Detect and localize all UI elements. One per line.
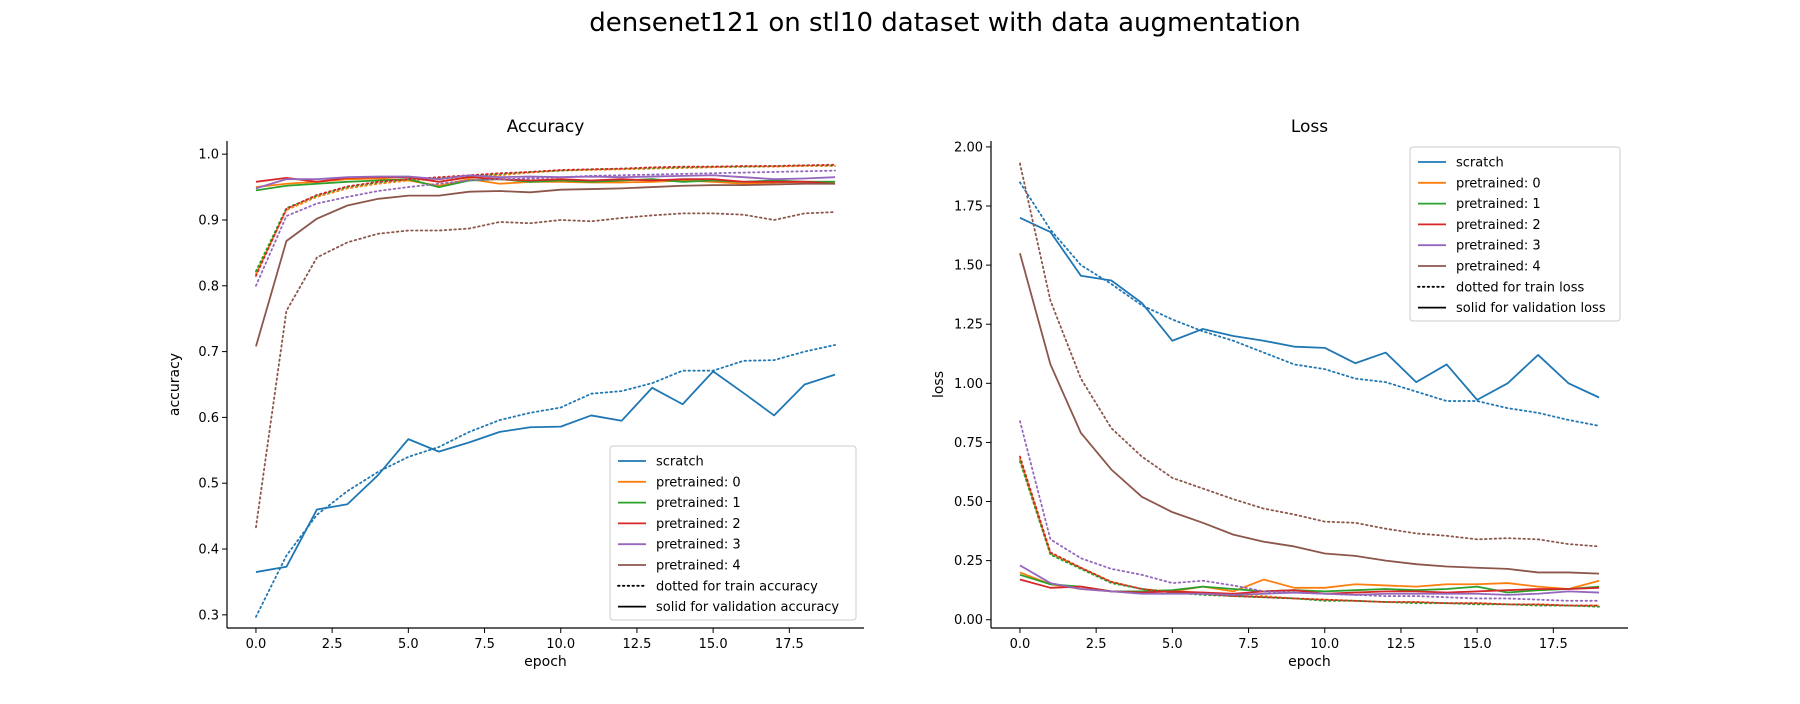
- series-line-scratch-validation: [1019, 217, 1600, 401]
- legend: scratch pretrained: 0 pretrained: 1 pretrai…: [609, 445, 857, 621]
- series-line-pretrained-2-train: [1019, 455, 1600, 607]
- y-tick-label: 1.75: [954, 200, 983, 215]
- series-line-pretrained-3-train: [255, 169, 836, 287]
- y-tick-label: 0.8: [198, 279, 219, 294]
- series-line-scratch-train: [255, 344, 836, 618]
- y-axis-label: accuracy: [167, 353, 183, 416]
- figure-suptitle: densenet121 on stl10 dataset with data a…: [589, 8, 1301, 38]
- chart-title: Loss: [1291, 117, 1328, 137]
- x-tick-label: 12.5: [622, 637, 651, 652]
- x-tick-label: 7.5: [1238, 637, 1259, 652]
- y-tick-label: 0.3: [198, 608, 219, 623]
- series-line-pretrained-4-validation: [255, 182, 836, 347]
- series-line-pretrained-3-train: [1019, 420, 1600, 602]
- series-line-pretrained-3-validation: [255, 174, 836, 190]
- y-tick-label: 0.7: [198, 345, 219, 360]
- x-tick-label: 5.0: [1162, 637, 1183, 652]
- x-tick-label: 0.0: [246, 637, 267, 652]
- y-tick-label: 0.5: [198, 477, 219, 492]
- y-tick-label: 0.4: [198, 543, 219, 558]
- legend-label-pretrained-4: pretrained: 4: [656, 559, 741, 574]
- loss-chart: Loss 0.0 2.5 5.0 7.5 10.0 12.5 15.0 17.5 0.00 0.25…: [931, 117, 1628, 670]
- x-axis-label: epoch: [1288, 654, 1331, 670]
- x-tick-label: 10.0: [546, 637, 575, 652]
- x-tick-label: 10.0: [1310, 637, 1339, 652]
- y-tick-label: 1.00: [954, 377, 983, 392]
- series-line-pretrained-1-train: [1019, 460, 1600, 608]
- legend-label-pretrained-1: pretrained: 1: [1456, 197, 1541, 212]
- legend-label-dotted-for-train-accuracy: dotted for train accuracy: [656, 579, 818, 594]
- y-axis-label: loss: [931, 371, 947, 398]
- x-tick-label: 17.5: [775, 637, 804, 652]
- y-tick-label: 0.6: [198, 411, 219, 426]
- x-tick-label: 15.0: [1463, 637, 1492, 652]
- legend-frame: [1409, 146, 1621, 322]
- legend-label-scratch: scratch: [656, 455, 704, 470]
- legend-label-pretrained-0: pretrained: 0: [1456, 176, 1541, 191]
- series-line-pretrained-4-train: [1019, 162, 1600, 548]
- legend-frame: [609, 445, 857, 621]
- legend-label-dotted-for-train-loss: dotted for train loss: [1456, 280, 1585, 295]
- y-tick-label: 1.50: [954, 259, 983, 274]
- x-tick-label: 2.5: [322, 637, 343, 652]
- x-tick-label: 0.0: [1010, 637, 1031, 652]
- legend-label-scratch: scratch: [1456, 156, 1504, 171]
- y-tick-label: 2.00: [954, 140, 983, 155]
- series-line-pretrained-2-train: [255, 163, 836, 277]
- x-tick-label: 12.5: [1386, 637, 1415, 652]
- series-line-pretrained-4-train: [255, 211, 836, 529]
- x-tick-label: 15.0: [699, 637, 728, 652]
- legend: scratch pretrained: 0 pretrained: 1 pretrai…: [1409, 146, 1621, 322]
- series-line-pretrained-0-train: [255, 165, 836, 275]
- y-tick-label: 0.00: [954, 613, 983, 628]
- series-line-pretrained-4-validation: [1019, 253, 1600, 575]
- accuracy-chart: Accuracy 0.0 2.5 5.0 7.5 10.0 12.5 15.0 17.5 0.3 0…: [167, 117, 864, 670]
- chart-title: Accuracy: [507, 117, 585, 137]
- legend-label-pretrained-0: pretrained: 0: [656, 475, 741, 490]
- legend-label-pretrained-4: pretrained: 4: [1456, 260, 1541, 275]
- y-tick-label: 1.0: [198, 148, 219, 163]
- legend-label-pretrained-1: pretrained: 1: [656, 496, 741, 511]
- series-line-scratch-train: [1019, 181, 1600, 427]
- y-tick-label: 0.25: [954, 554, 983, 569]
- y-tick-label: 0.50: [954, 495, 983, 510]
- legend-label-solid-for-validation-accuracy: solid for validation accuracy: [656, 600, 839, 615]
- x-tick-label: 7.5: [474, 637, 495, 652]
- series-line-scratch-validation: [255, 370, 836, 573]
- legend-label-solid-for-validation-loss: solid for validation loss: [1456, 301, 1606, 316]
- legend-label-pretrained-2: pretrained: 2: [656, 517, 741, 532]
- y-tick-label: 0.75: [954, 436, 983, 451]
- x-tick-label: 17.5: [1539, 637, 1568, 652]
- legend-label-pretrained-3: pretrained: 3: [1456, 239, 1541, 254]
- legend-label-pretrained-3: pretrained: 3: [656, 538, 741, 553]
- x-axis-label: epoch: [524, 654, 567, 670]
- x-tick-label: 5.0: [398, 637, 419, 652]
- legend-label-pretrained-2: pretrained: 2: [1456, 218, 1541, 233]
- y-tick-label: 1.25: [954, 318, 983, 333]
- y-tick-label: 0.9: [198, 213, 219, 228]
- x-tick-label: 2.5: [1086, 637, 1107, 652]
